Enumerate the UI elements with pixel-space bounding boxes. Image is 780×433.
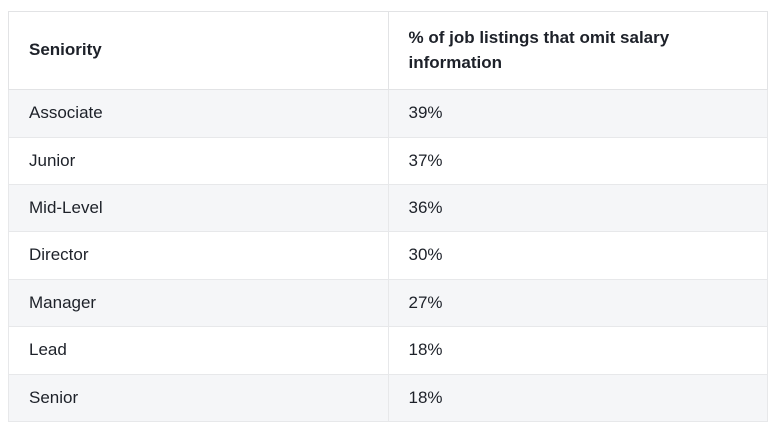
percentage-cell: 39%	[387, 89, 768, 138]
percentage-cell: 36%	[387, 184, 768, 233]
percentage-column-header: % of job listings that omit salary infor…	[387, 10, 768, 91]
header-row: Seniority % of job listings that omit sa…	[8, 10, 768, 91]
table-header: Seniority % of job listings that omit sa…	[8, 10, 768, 91]
seniority-column-header: Seniority	[8, 10, 389, 91]
seniority-cell: Director	[8, 231, 389, 280]
table-row: Lead 18%	[8, 326, 768, 375]
percentage-cell: 30%	[387, 231, 768, 280]
percentage-cell: 37%	[387, 136, 768, 186]
percentage-cell: 27%	[387, 278, 768, 328]
table-row: Director 30%	[8, 231, 768, 280]
percentage-cell: 18%	[387, 373, 768, 423]
table-body: Associate 39% Junior 37% Mid-Level 36% Directo…	[8, 89, 768, 423]
seniority-cell: Lead	[8, 326, 389, 375]
table-row: Associate 39%	[8, 89, 768, 138]
seniority-cell: Mid-Level	[8, 184, 389, 233]
table-row: Mid-Level 36%	[8, 184, 768, 233]
table-row: Manager 27%	[8, 278, 768, 328]
table-row: Junior 37%	[8, 136, 768, 186]
percentage-cell: 18%	[387, 326, 768, 375]
seniority-cell: Senior	[8, 373, 389, 423]
salary-omission-table: Seniority % of job listings that omit sa…	[8, 10, 768, 423]
seniority-cell: Junior	[8, 136, 389, 186]
seniority-cell: Manager	[8, 278, 389, 328]
table-row: Senior 18%	[8, 373, 768, 423]
seniority-cell: Associate	[8, 89, 389, 138]
